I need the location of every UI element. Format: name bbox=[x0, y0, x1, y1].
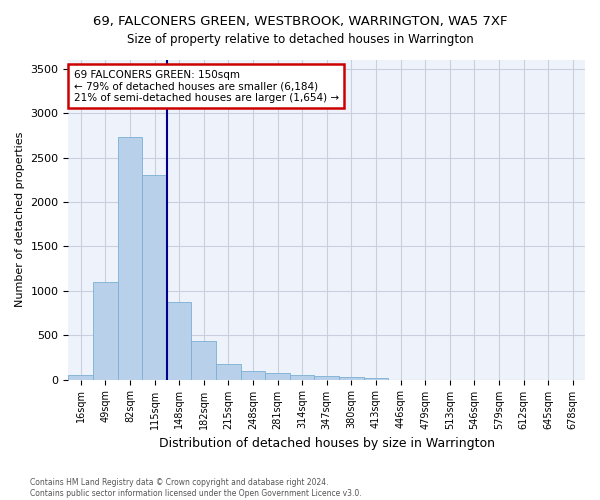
Text: Size of property relative to detached houses in Warrington: Size of property relative to detached ho… bbox=[127, 32, 473, 46]
Bar bbox=[142, 176, 167, 380]
X-axis label: Distribution of detached houses by size in Warrington: Distribution of detached houses by size … bbox=[159, 437, 495, 450]
Bar bbox=[265, 374, 290, 380]
Text: Contains HM Land Registry data © Crown copyright and database right 2024.
Contai: Contains HM Land Registry data © Crown c… bbox=[30, 478, 362, 498]
Bar bbox=[364, 378, 388, 380]
Bar bbox=[118, 137, 142, 380]
Bar bbox=[167, 302, 191, 380]
Bar bbox=[339, 378, 364, 380]
Bar bbox=[68, 375, 93, 380]
Y-axis label: Number of detached properties: Number of detached properties bbox=[15, 132, 25, 308]
Bar bbox=[290, 374, 314, 380]
Bar bbox=[314, 376, 339, 380]
Bar bbox=[241, 370, 265, 380]
Bar bbox=[191, 342, 216, 380]
Bar bbox=[216, 364, 241, 380]
Text: 69 FALCONERS GREEN: 150sqm
← 79% of detached houses are smaller (6,184)
21% of s: 69 FALCONERS GREEN: 150sqm ← 79% of deta… bbox=[74, 70, 338, 103]
Text: 69, FALCONERS GREEN, WESTBROOK, WARRINGTON, WA5 7XF: 69, FALCONERS GREEN, WESTBROOK, WARRINGT… bbox=[93, 15, 507, 28]
Bar bbox=[93, 282, 118, 380]
